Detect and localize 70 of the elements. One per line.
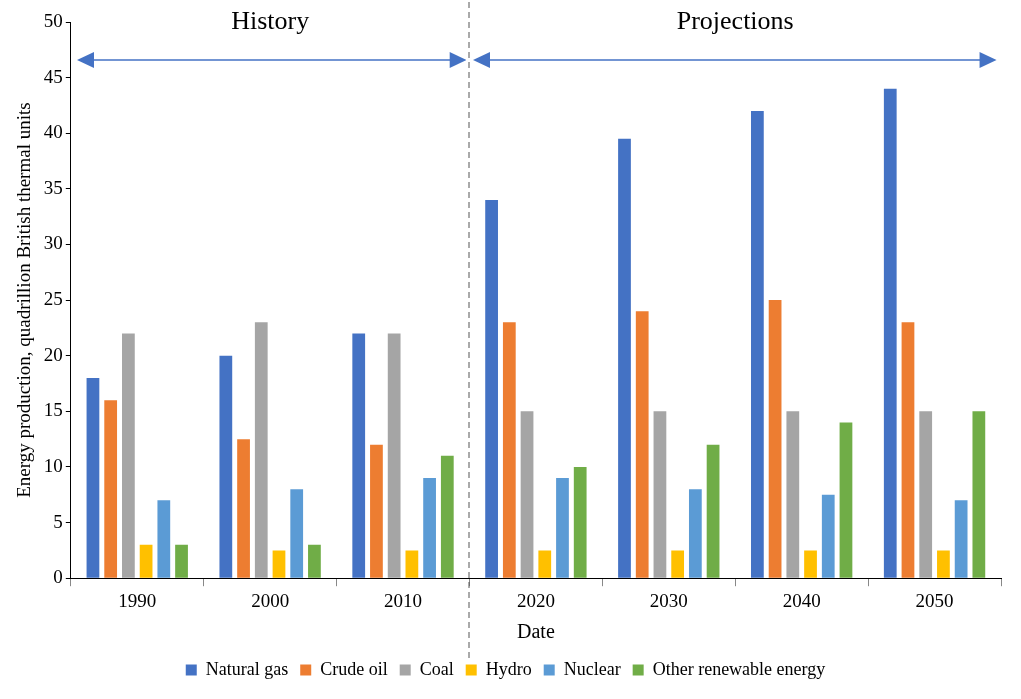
bar bbox=[370, 444, 383, 578]
bar bbox=[839, 422, 853, 578]
y-tick-label: 10 bbox=[43, 454, 63, 476]
x-tick-label: 2020 bbox=[516, 589, 555, 611]
bar bbox=[272, 550, 286, 578]
bar bbox=[139, 544, 153, 578]
bar bbox=[821, 494, 835, 578]
bar bbox=[122, 333, 135, 578]
x-tick-label: 2050 bbox=[915, 589, 954, 611]
bar bbox=[352, 333, 366, 578]
bar bbox=[104, 400, 118, 578]
bar bbox=[768, 300, 782, 578]
y-axis-title: Energy production, quadrillion British thermal units bbox=[13, 102, 35, 498]
bar bbox=[440, 455, 454, 578]
bar bbox=[556, 478, 569, 578]
y-tick-label: 35 bbox=[43, 176, 63, 198]
bar bbox=[308, 544, 321, 578]
annotation: Projections bbox=[676, 5, 794, 35]
bar bbox=[751, 110, 764, 578]
x-tick-label: 2010 bbox=[384, 589, 423, 611]
bar bbox=[387, 333, 401, 578]
y-tick-label: 15 bbox=[43, 399, 63, 421]
legend-label: Hydro bbox=[485, 658, 532, 679]
bar bbox=[883, 88, 897, 578]
legend-label: Natural gas bbox=[205, 658, 289, 679]
bar bbox=[254, 322, 268, 578]
bar bbox=[86, 377, 100, 578]
legend-label: Other renewable energy bbox=[652, 658, 826, 679]
bar bbox=[786, 411, 800, 578]
bar bbox=[538, 550, 552, 578]
annotation: History bbox=[231, 5, 310, 35]
bar bbox=[635, 311, 649, 578]
x-tick-label: 1990 bbox=[118, 589, 157, 611]
y-tick-label: 50 bbox=[43, 9, 63, 31]
bar bbox=[502, 322, 516, 578]
x-tick-label: 2000 bbox=[251, 589, 290, 611]
bar bbox=[405, 550, 419, 578]
bar bbox=[688, 489, 702, 578]
bar bbox=[972, 411, 986, 578]
y-tick-label: 0 bbox=[53, 566, 63, 588]
bar bbox=[671, 550, 685, 578]
x-tick-label: 2040 bbox=[782, 589, 821, 611]
bar bbox=[618, 138, 631, 578]
bar bbox=[175, 544, 188, 578]
x-axis-title: Date bbox=[517, 620, 555, 643]
bar bbox=[423, 478, 436, 578]
bar bbox=[804, 550, 817, 578]
x-tick-label: 2030 bbox=[649, 589, 688, 611]
bar bbox=[157, 500, 171, 578]
bar bbox=[485, 199, 498, 578]
bar bbox=[520, 411, 534, 578]
legend-label: Coal bbox=[419, 658, 454, 679]
bar bbox=[706, 444, 720, 578]
bar bbox=[573, 466, 587, 578]
bar bbox=[919, 411, 933, 578]
y-tick-label: 45 bbox=[43, 65, 63, 87]
y-tick-label: 30 bbox=[43, 232, 63, 254]
bar bbox=[653, 411, 667, 578]
bar bbox=[901, 322, 915, 578]
y-tick-label: 25 bbox=[43, 288, 63, 310]
y-tick-label: 40 bbox=[43, 121, 63, 143]
bar bbox=[290, 489, 304, 578]
legend-label: Nuclear bbox=[563, 658, 621, 679]
bar bbox=[237, 439, 250, 578]
bar bbox=[954, 500, 968, 578]
y-tick-label: 20 bbox=[43, 343, 63, 365]
y-tick-label: 5 bbox=[53, 510, 63, 532]
bar bbox=[937, 550, 950, 578]
legend-label: Crude oil bbox=[320, 658, 388, 679]
bar bbox=[219, 355, 233, 578]
